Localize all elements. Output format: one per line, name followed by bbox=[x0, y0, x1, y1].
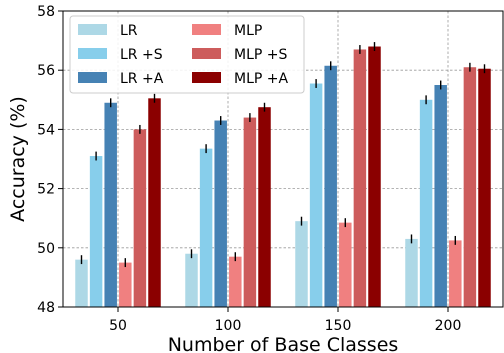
axes: 48 50 52 54 56 58 50 100 150 200 bbox=[37, 4, 504, 334]
bar bbox=[434, 85, 447, 307]
bar bbox=[339, 222, 352, 307]
bar bbox=[185, 253, 198, 307]
legend-box bbox=[69, 15, 305, 94]
y-axis-title: Accuracy (%) bbox=[7, 96, 29, 222]
bar bbox=[75, 259, 88, 307]
legend-label: LR +A bbox=[120, 71, 164, 87]
bar bbox=[258, 107, 271, 307]
bar bbox=[368, 46, 381, 308]
legend-swatch bbox=[78, 72, 107, 83]
legend-swatch bbox=[192, 24, 221, 35]
bar bbox=[309, 83, 323, 308]
bar bbox=[449, 240, 462, 307]
bar bbox=[133, 129, 147, 307]
y-tick-label: 50 bbox=[37, 241, 55, 257]
legend-swatch bbox=[78, 48, 107, 59]
y-tick-label: 52 bbox=[37, 182, 55, 198]
x-tick-label: 50 bbox=[109, 318, 127, 334]
y-tick-label: 54 bbox=[37, 122, 55, 138]
y-tick-label: 58 bbox=[37, 4, 55, 20]
bar bbox=[148, 98, 161, 307]
x-tick-label: 100 bbox=[215, 318, 242, 334]
legend-label: MLP bbox=[234, 23, 262, 39]
bars bbox=[75, 42, 491, 308]
bar bbox=[243, 117, 257, 307]
x-axis-title: Number of Base Classes bbox=[168, 334, 399, 353]
bar bbox=[478, 68, 491, 307]
bar bbox=[419, 99, 433, 307]
bar bbox=[405, 238, 418, 307]
bar bbox=[199, 148, 213, 307]
y-tick-label: 56 bbox=[37, 63, 55, 79]
bar bbox=[119, 262, 132, 307]
y-tick-label: 48 bbox=[37, 300, 55, 316]
plot-frame bbox=[62, 10, 504, 308]
bar bbox=[353, 49, 367, 307]
legend-label: MLP +S bbox=[234, 47, 288, 63]
bar bbox=[463, 67, 477, 308]
bar bbox=[324, 65, 337, 307]
legend: LR LR +S LR +A MLP MLP +S MLP +A bbox=[69, 15, 305, 94]
bar bbox=[214, 120, 227, 308]
legend-swatch bbox=[192, 72, 221, 83]
bar bbox=[229, 256, 242, 307]
bar bbox=[104, 102, 117, 307]
bar bbox=[89, 156, 103, 307]
legend-label: LR +S bbox=[120, 47, 163, 63]
x-tick-label: 200 bbox=[435, 318, 462, 334]
x-tick-label: 150 bbox=[325, 318, 352, 334]
bar bbox=[295, 221, 308, 307]
legend-label: LR bbox=[120, 23, 138, 39]
legend-swatch bbox=[78, 24, 107, 35]
legend-swatch bbox=[192, 48, 221, 59]
legend-label: MLP +A bbox=[234, 71, 289, 87]
